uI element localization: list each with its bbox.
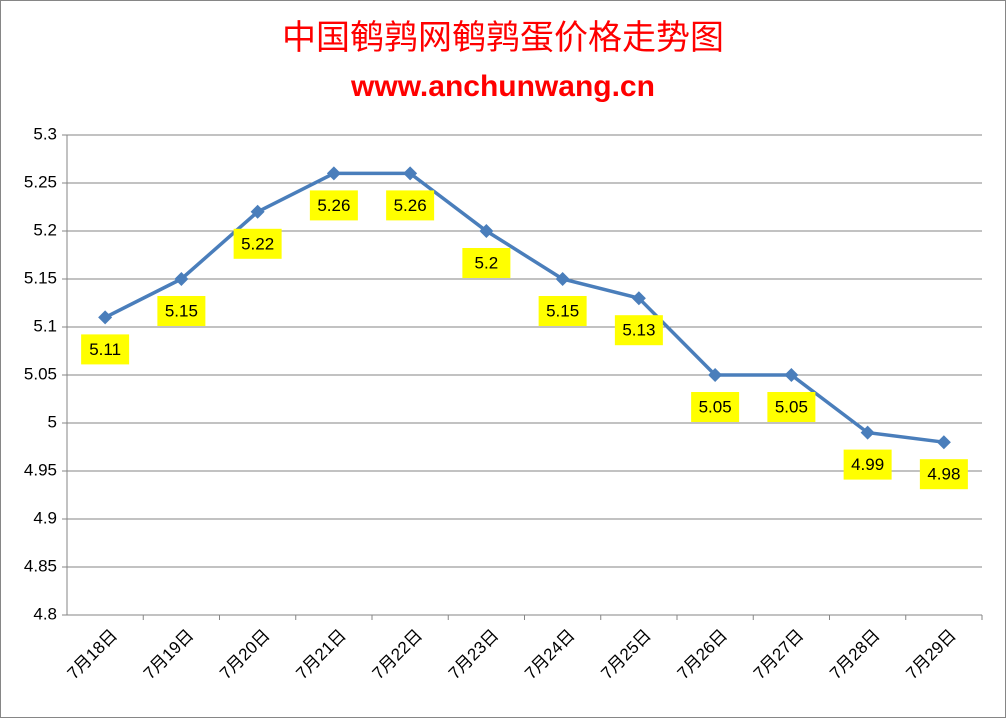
data-label: 5.22 [241,234,274,253]
marker [555,272,570,286]
y-tick-label: 5.2 [33,220,57,239]
y-tick-label: 5.25 [24,172,57,191]
data-label: 5.13 [622,321,655,340]
label-box [81,334,130,365]
y-tick-label: 5.1 [33,316,57,335]
label-box [233,228,282,259]
label-box [843,449,892,480]
line [104,171,945,444]
data-label: 5.15 [165,301,198,320]
marker [479,224,494,238]
marker [326,166,341,181]
marker [708,368,723,382]
marker [174,272,189,286]
data-label: 5.26 [317,196,350,215]
data-label: 5.11 [89,340,121,359]
y-tick-label: 4.95 [24,460,57,479]
chart-subtitle: www.anchunwang.cn [350,70,655,103]
data-label: 4.98 [927,465,960,484]
label-box [157,296,206,326]
label-box [538,296,587,326]
label-box [309,190,358,221]
data-label: 5.05 [775,397,808,416]
label-box [767,392,816,422]
data-label: 5.26 [394,196,427,215]
y-tick-label: 4.9 [33,508,57,527]
label-box [614,315,663,346]
y-tick-label: 4.85 [24,556,57,575]
marker [403,166,418,181]
label-box [691,392,740,422]
data-label: 5.2 [475,253,499,272]
marker [631,291,646,306]
marker [936,435,951,450]
y-tick-label: 5.15 [24,268,57,287]
data-label: 5.15 [546,301,579,320]
y-tick-label: 5.3 [33,124,57,143]
data-label: 5.05 [699,397,732,416]
marker [860,425,875,440]
chart-title: 中国鹌鹑网鹌鹑蛋价格走势图 [282,18,724,58]
y-tick-label: 4.8 [33,604,57,623]
marker [784,368,799,382]
label-box [919,459,968,490]
data-label: 4.99 [851,455,884,474]
marker [98,310,113,325]
label-box [386,190,435,221]
y-tick-label: 5 [48,412,57,431]
label-box [462,248,511,278]
marker [250,204,265,219]
y-tick-label: 5.05 [24,364,57,383]
